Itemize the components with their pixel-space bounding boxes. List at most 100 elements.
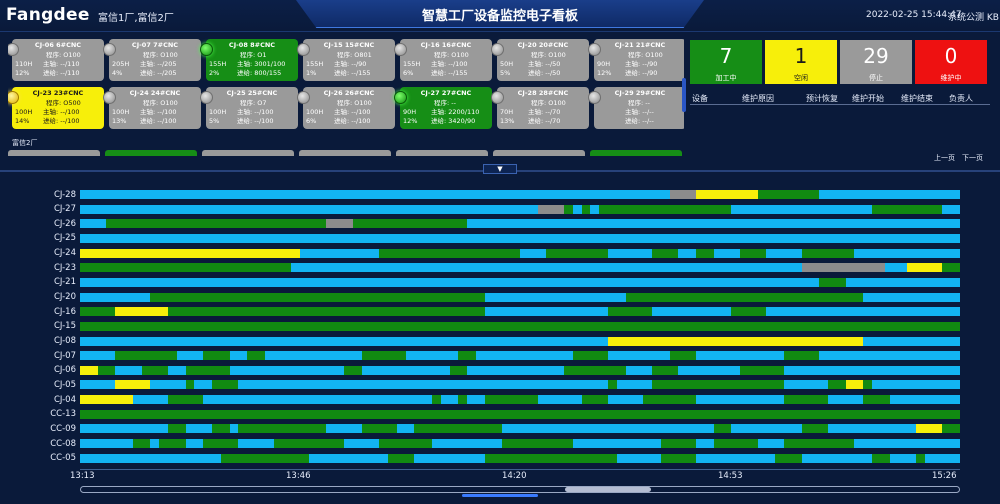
timeline-segment[interactable] [572,439,661,449]
timeline-segment[interactable] [80,204,538,214]
stat-idle[interactable]: 1 空闲 [765,40,837,84]
timeline-segment[interactable] [845,380,864,390]
timeline-row[interactable] [80,248,960,258]
timeline-row[interactable] [80,292,960,302]
timeline-segment[interactable] [150,380,186,390]
timeline-segment[interactable] [115,380,151,390]
timeline-segment[interactable] [467,365,564,375]
timeline-row[interactable] [80,233,960,243]
timeline-segment[interactable] [229,351,248,361]
timeline-segment[interactable] [432,439,503,449]
machine-card-stub[interactable] [8,150,100,156]
timeline-segment[interactable] [537,395,582,405]
timeline-segment[interactable] [80,292,151,302]
timeline-segment[interactable] [132,395,168,405]
timeline-segment[interactable] [854,439,960,449]
timeline-segment[interactable] [476,351,573,361]
user-menu[interactable]: 系统公测 KB [948,10,999,23]
timeline-segment[interactable] [784,365,960,375]
timeline-segment[interactable] [916,424,943,434]
timeline-segment[interactable] [300,248,380,258]
stat-processing[interactable]: 7 加工中 [690,40,762,84]
timeline-segment[interactable] [678,365,740,375]
timeline-segment[interactable] [520,248,547,258]
timeline-segment[interactable] [713,248,740,258]
timeline-scrollbar[interactable] [80,486,960,493]
timeline-row[interactable] [80,219,960,229]
timeline-segment[interactable] [203,395,265,405]
timeline-segment[interactable] [467,395,485,405]
timeline-segment[interactable] [801,453,872,463]
timeline-segment[interactable] [185,424,212,434]
timeline-segment[interactable] [80,395,133,405]
machine-card[interactable]: CJ-29 29#CNC 程序: -- 主轴: --/-- 进给: --/-- [588,87,684,129]
cards-scrollbar[interactable] [682,78,686,112]
timeline-row[interactable] [80,204,960,214]
machine-card[interactable]: CJ-26 26#CNC 程序: O100 100H 主轴: --/100 6% 进给: … [297,87,395,129]
machine-card[interactable]: CJ-23 23#CNC 程序: O500 100H 主轴: --/100 14% 进给:… [8,87,104,129]
timeline-row[interactable] [80,380,960,390]
timeline-segment[interactable] [678,248,696,258]
timeline-segment[interactable] [361,365,450,375]
timeline-segment[interactable] [80,219,107,229]
timeline-segment[interactable] [863,292,960,302]
timeline-segment[interactable] [238,380,327,390]
timeline-segment[interactable] [264,395,371,405]
timeline-segment[interactable] [625,365,652,375]
timeline-segment[interactable] [80,233,960,243]
timeline-row[interactable] [80,307,960,317]
timeline-row[interactable] [80,336,960,346]
stat-stopped[interactable]: 29 停止 [840,40,912,84]
timeline-segment[interactable] [696,453,776,463]
timeline-segment[interactable] [722,190,745,199]
timeline-segment[interactable] [616,380,652,390]
timeline-segment[interactable] [744,190,758,199]
timeline-segment[interactable] [652,307,732,317]
timeline-segment[interactable] [696,190,723,199]
timeline-segment[interactable] [80,336,608,346]
timeline-row[interactable] [80,395,960,405]
machine-card[interactable]: CJ-25 25#CNC 程序: O7 100H 主轴: --/100 5% 进给: --… [200,87,298,129]
timeline-segment[interactable] [194,380,212,390]
timeline-segment[interactable] [484,307,608,317]
timeline-segment[interactable] [396,424,415,434]
timeline-segment[interactable] [115,307,168,317]
timeline-scroll-thumb[interactable] [565,487,651,492]
timeline-segment[interactable] [696,351,784,361]
timeline-segment[interactable] [696,395,784,405]
timeline-segment[interactable] [572,204,582,214]
timeline-segment[interactable] [828,424,916,434]
prev-page-button[interactable]: 上一页 [934,154,955,162]
timeline-segment[interactable] [669,190,696,199]
timeline-row[interactable] [80,321,960,331]
timeline-row[interactable] [80,453,960,463]
timeline-row[interactable] [80,351,960,361]
timeline-row[interactable] [80,365,960,375]
next-page-button[interactable]: 下一页 [962,154,983,162]
timeline-segment[interactable] [828,395,864,405]
machine-card-stub[interactable] [202,150,294,156]
timeline-segment[interactable] [766,307,960,317]
timeline-segment[interactable] [238,439,274,449]
timeline-segment[interactable] [696,439,714,449]
machine-card[interactable]: CJ-06 6#CNC 程序: O100 110H 主轴: --/110 12% 进给: … [8,39,104,81]
timeline-segment[interactable] [819,190,960,199]
timeline-segment[interactable] [80,380,116,390]
timeline-segment[interactable] [115,365,142,375]
timeline-segment[interactable] [326,424,362,434]
timeline-segment[interactable] [872,380,960,390]
timeline-segment[interactable] [229,424,239,434]
timeline-segment[interactable] [326,380,608,390]
machine-card-stub[interactable] [105,150,197,156]
timeline-segment[interactable] [819,351,960,361]
timeline-segment[interactable] [80,248,300,258]
timeline-segment[interactable] [942,204,960,214]
timeline-segment[interactable] [608,395,644,405]
timeline-row[interactable] [80,277,960,287]
timeline-segment[interactable] [405,351,459,361]
machine-card[interactable]: CJ-20 20#CNC 程序: O100 50H 主轴: --/50 5% 进给: --… [491,39,589,81]
timeline-segment[interactable] [80,453,221,463]
timeline-segment[interactable] [176,351,204,361]
machine-card-stub[interactable] [396,150,488,156]
timeline-segment[interactable] [537,204,564,214]
